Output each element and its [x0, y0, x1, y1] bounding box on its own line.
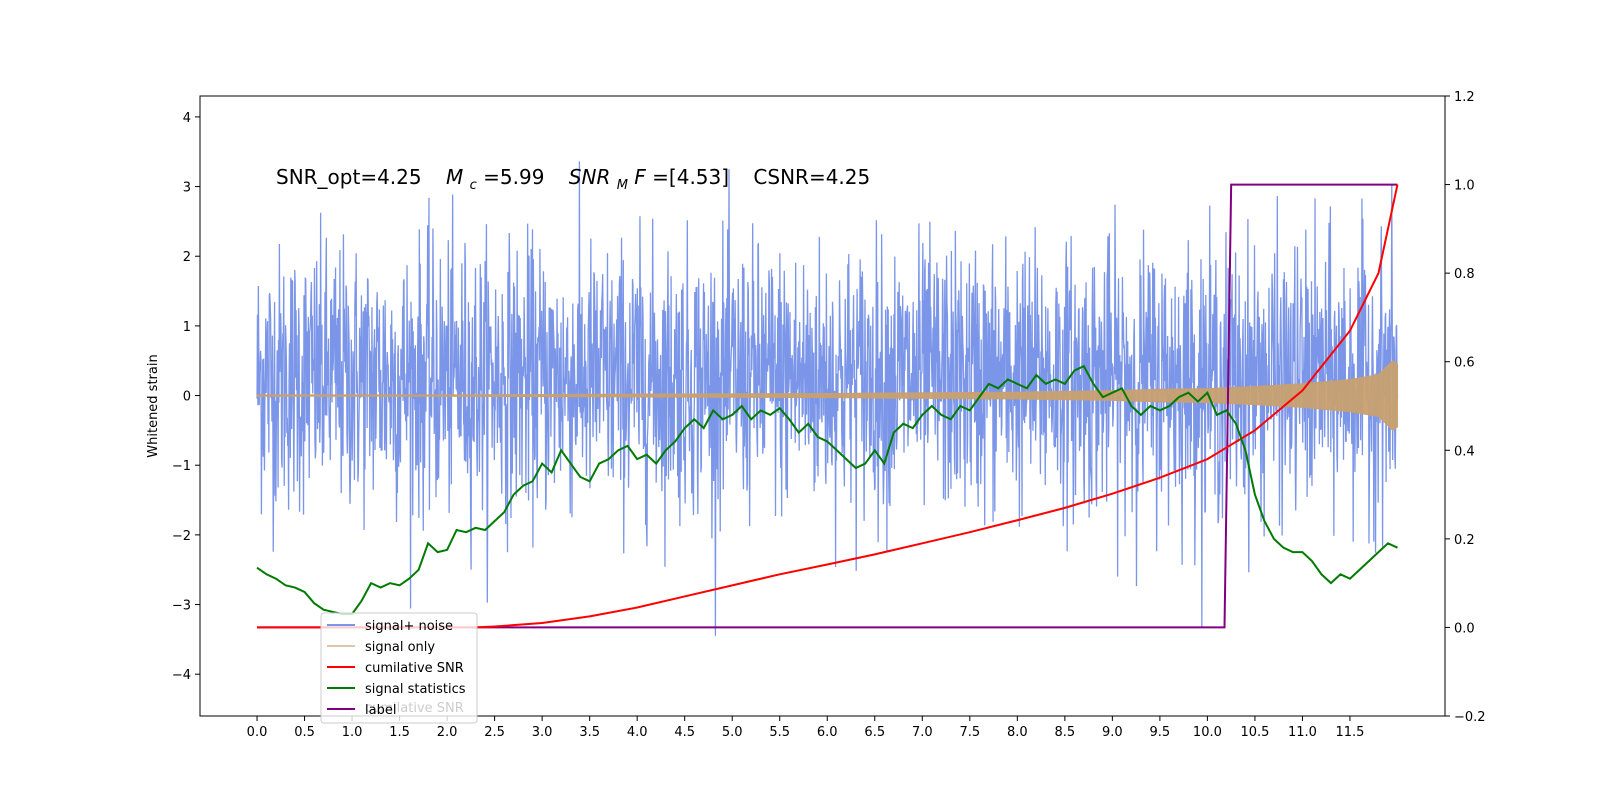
- title-mc-symbol: M: [446, 165, 463, 189]
- axes-frame: [199, 95, 1446, 717]
- legend-ghost-text: cumilative SNR: [365, 701, 464, 716]
- y-axis-left: 4 3 2 1 0 −1 −2 −3 −4: [172, 111, 200, 683]
- x-tick-label: 9.5: [1150, 725, 1171, 740]
- x-tick-label: 8.0: [1007, 725, 1028, 740]
- y-tick-label: 3: [183, 181, 191, 196]
- x-tick-label: 10.5: [1240, 725, 1269, 740]
- x-tick-label: 4.5: [674, 725, 695, 740]
- x-tick-label: 1.0: [342, 725, 363, 740]
- series-label: [257, 183, 1398, 629]
- title-csnr: CSNR=4.25: [753, 165, 870, 189]
- y-tick-label: 2: [183, 250, 191, 265]
- legend-label: signal statistics: [365, 682, 466, 697]
- x-tick-label: 2.0: [437, 725, 458, 740]
- title-snr-opt: SNR_opt=4.25: [276, 165, 422, 189]
- title-mc-value: =5.99: [483, 165, 544, 189]
- x-tick-label: 9.0: [1102, 725, 1123, 740]
- y-tick-label: −1: [172, 459, 191, 474]
- y-tick-label: −4: [172, 668, 191, 683]
- x-tick-label: 3.5: [579, 725, 600, 740]
- x-tick-label: 3.0: [532, 725, 553, 740]
- y2-tick-label: 0.0: [1454, 621, 1475, 636]
- y-tick-label: 1: [183, 320, 191, 335]
- y-axis-right: 1.2 1.0 0.8 0.6 0.4 0.2 0.0 −0.2: [1445, 90, 1486, 725]
- y2-tick-label: 0.6: [1454, 356, 1475, 371]
- x-tick-label: 2.5: [484, 725, 505, 740]
- x-tick-label: 5.5: [769, 725, 790, 740]
- title-mc-sub: c: [470, 178, 477, 193]
- series-cumulative-snr: [257, 184, 1399, 629]
- y2-tick-label: −0.2: [1454, 710, 1486, 725]
- x-tick-label: 11.5: [1335, 725, 1364, 740]
- x-tick-label: 7.5: [959, 725, 980, 740]
- legend-label: signal only: [365, 640, 435, 655]
- legend-box: [320, 612, 478, 724]
- x-axis: 0.0 0.5 1.0 1.5 2.0 2.5 3.0 3.5 4.0 4.5 5.0 5.5 6.0 6…: [247, 716, 1364, 740]
- y-tick-label: 0: [183, 390, 191, 405]
- y-axis-label: Whitened strain: [146, 354, 161, 457]
- x-tick-label: 0.5: [294, 725, 315, 740]
- x-tick-label: 6.0: [817, 725, 838, 740]
- chart-title-line: SNR_opt=4.25 M c =5.99 SNR M F =[4.53] C…: [276, 165, 870, 194]
- x-tick-label: 4.0: [627, 725, 648, 740]
- x-tick-label: 11.0: [1288, 725, 1317, 740]
- y2-tick-label: 1.2: [1454, 90, 1475, 105]
- y-tick-label: −3: [172, 599, 191, 614]
- y-tick-label: −2: [172, 529, 191, 544]
- title-snrmf-value: =[4.53]: [652, 165, 729, 189]
- x-tick-label: 5.0: [722, 725, 743, 740]
- x-tick-label: 8.5: [1055, 725, 1076, 740]
- legend-label: cumilative SNR: [365, 661, 464, 676]
- series-signal-only: [256, 360, 1398, 432]
- y2-tick-label: 0.4: [1454, 444, 1475, 459]
- x-tick-label: 1.5: [389, 725, 410, 740]
- legend: cumilative SNR signal+ noise signal only c…: [320, 612, 478, 724]
- title-snrmf-symbol: SNR: [569, 165, 611, 189]
- plot-content: [256, 161, 1399, 636]
- y-tick-label: 4: [183, 111, 191, 126]
- title-snrmf-rest: F: [634, 165, 646, 189]
- y2-tick-label: 0.2: [1454, 533, 1475, 548]
- y2-tick-label: 0.8: [1454, 267, 1475, 282]
- legend-label: label: [365, 703, 396, 718]
- title-snrmf-sub: M: [617, 178, 628, 193]
- x-tick-label: 0.0: [247, 725, 268, 740]
- x-tick-label: 6.5: [864, 725, 885, 740]
- x-tick-label: 10.0: [1193, 725, 1222, 740]
- legend-label: signal+ noise: [365, 619, 453, 634]
- x-tick-label: 7.0: [912, 725, 933, 740]
- series-signal-statistics: [256, 364, 1398, 616]
- y2-tick-label: 1.0: [1454, 179, 1475, 194]
